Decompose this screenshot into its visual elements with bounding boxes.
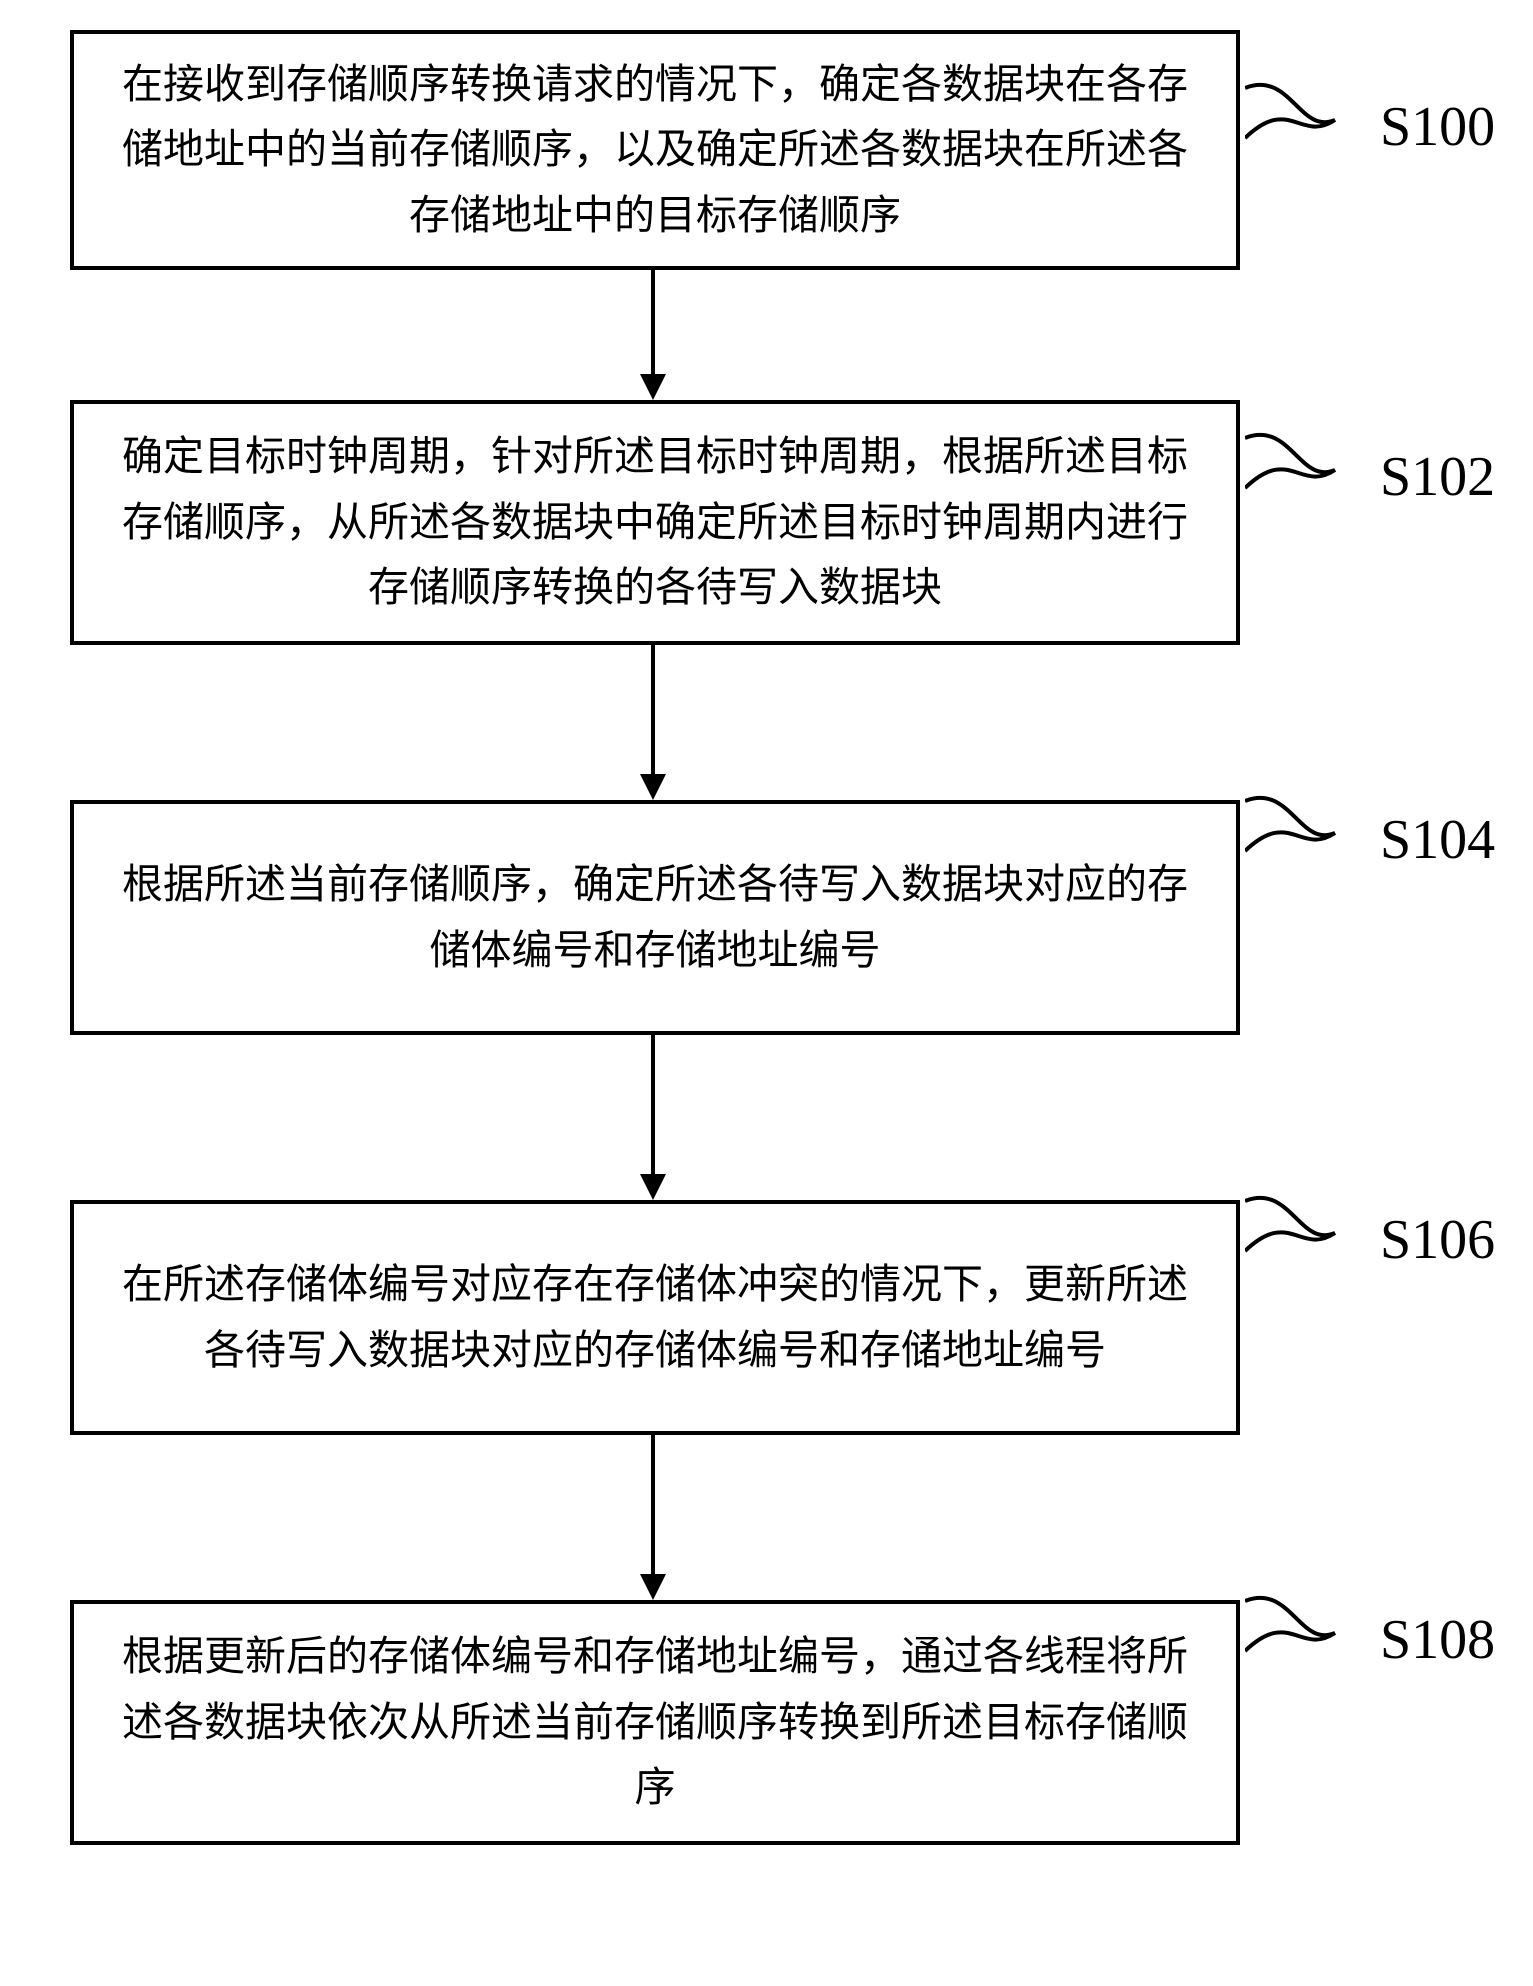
flow-node-s100: 在接收到存储顺序转换请求的情况下，确定各数据块在各存储地址中的当前存储顺序，以及… [70,30,1240,270]
flowchart-stage: 在接收到存储顺序转换请求的情况下，确定各数据块在各存储地址中的当前存储顺序，以及… [0,0,1533,1986]
flow-node-s106: 在所述存储体编号对应存在存储体冲突的情况下，更新所述各待写入数据块对应的存储体编… [70,1200,1240,1435]
flow-node-s102: 确定目标时钟周期，针对所述目标时钟周期，根据所述目标存储顺序，从所述各数据块中确… [70,400,1240,645]
flow-node-s106-text: 在所述存储体编号对应存在存储体冲突的情况下，更新所述各待写入数据块对应的存储体编… [114,1252,1196,1383]
flow-node-s108: 根据更新后的存储体编号和存储地址编号，通过各线程将所述各数据块依次从所述当前存储… [70,1600,1240,1845]
flow-node-s108-text: 根据更新后的存储体编号和存储地址编号，通过各线程将所述各数据块依次从所述当前存储… [114,1624,1196,1821]
flow-label-s106: S106 [1380,1208,1495,1272]
connector-bracket-s100 [1245,80,1365,170]
flow-node-s102-text: 确定目标时钟周期，针对所述目标时钟周期，根据所述目标存储顺序，从所述各数据块中确… [114,424,1196,621]
flow-arrow-s102-s104 [638,645,668,800]
flow-node-s104: 根据所述当前存储顺序，确定所述各待写入数据块对应的存储体编号和存储地址编号 [70,800,1240,1035]
flow-label-s108: S108 [1380,1608,1495,1672]
flow-label-s104: S104 [1380,808,1495,872]
flow-arrow-s104-s106 [638,1035,668,1200]
connector-bracket-s108 [1245,1593,1365,1683]
connector-bracket-s104 [1245,793,1365,883]
connector-bracket-s102 [1245,430,1365,520]
flow-label-s100: S100 [1380,95,1495,159]
flow-node-s100-text: 在接收到存储顺序转换请求的情况下，确定各数据块在各存储地址中的当前存储顺序，以及… [114,52,1196,249]
flow-label-s102: S102 [1380,445,1495,509]
flow-node-s104-text: 根据所述当前存储顺序，确定所述各待写入数据块对应的存储体编号和存储地址编号 [114,852,1196,983]
connector-bracket-s106 [1245,1193,1365,1283]
flow-arrow-s106-s108 [638,1435,668,1600]
flow-arrow-s100-s102 [638,270,668,400]
